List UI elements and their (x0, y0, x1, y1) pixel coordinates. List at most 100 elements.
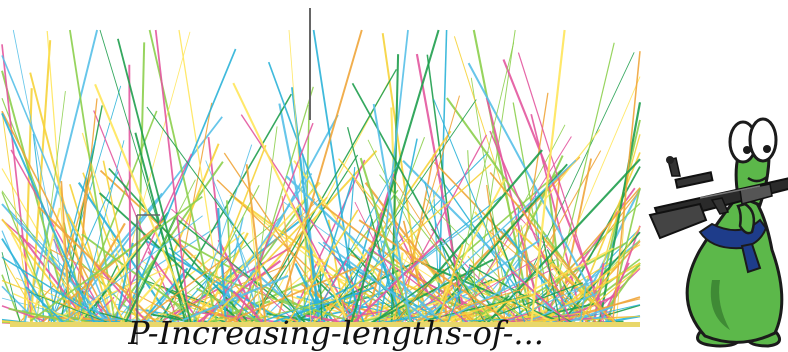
ray-line (81, 233, 199, 321)
ray-line (74, 243, 142, 327)
ray-line (67, 213, 126, 325)
ray-line (504, 150, 602, 321)
ray-line (375, 29, 409, 323)
ray-line (598, 262, 630, 325)
ray-line (488, 230, 599, 324)
ray-line (350, 237, 443, 327)
ray-line (279, 298, 365, 326)
ray-line (182, 274, 289, 322)
ray-line (288, 209, 359, 321)
ray-line (77, 140, 125, 324)
ray-line (205, 160, 272, 327)
ray-line (555, 296, 641, 324)
ray-line (510, 270, 571, 325)
ray-line (565, 306, 614, 324)
ray-line (35, 91, 66, 326)
ray-line (222, 266, 357, 325)
ray-line (206, 196, 328, 325)
ray-line (356, 253, 369, 327)
ray-line (598, 102, 642, 324)
ray-line (154, 29, 191, 324)
ray-line (143, 143, 220, 324)
figure-caption: P-Increasing-lengths-of-... (128, 314, 544, 352)
ray-line (504, 314, 577, 322)
ray-line (253, 198, 316, 322)
ray-line (117, 276, 163, 326)
ray-line (245, 164, 267, 326)
ray-line (274, 29, 363, 326)
ray-line (171, 208, 297, 323)
ray-line (485, 97, 543, 321)
ray-line (517, 52, 605, 324)
ray-line (428, 178, 506, 324)
ray-line (1, 256, 104, 322)
ray-line (156, 300, 190, 325)
ray-line (464, 247, 614, 326)
ray-line (207, 281, 227, 322)
ray-line (312, 29, 360, 327)
ray-line (467, 150, 478, 322)
ray-line (64, 116, 223, 322)
ray-line (319, 271, 323, 321)
ray-line (317, 130, 452, 324)
ray-line (227, 264, 287, 326)
ray-line (29, 195, 203, 322)
ray-line (612, 51, 641, 321)
ray-line (288, 29, 312, 325)
ray-line (138, 255, 228, 323)
ray-line (94, 83, 194, 322)
ray-line (202, 300, 271, 326)
ray-line (66, 319, 129, 323)
ray-line (390, 54, 400, 326)
ray-line (69, 29, 116, 322)
ray-line (511, 92, 549, 326)
ray-line (546, 42, 615, 326)
ray-line (485, 158, 641, 326)
ray-line (578, 226, 641, 324)
ray-line (147, 251, 203, 325)
ray-line (392, 176, 486, 322)
ray-line (455, 307, 495, 325)
ray-line (114, 242, 134, 323)
ray-line (310, 157, 402, 324)
ray-line (235, 122, 314, 325)
ray-line (257, 80, 390, 327)
ray-line (117, 38, 192, 324)
ray-line (424, 181, 464, 322)
ray-line (235, 300, 330, 325)
ray-line (420, 261, 558, 322)
ray-line (396, 293, 447, 324)
ray-line (579, 278, 588, 321)
ray-line (306, 173, 355, 327)
ray-line (489, 171, 617, 326)
ray-line (543, 177, 561, 326)
ray-line (429, 255, 542, 325)
ray-line (534, 262, 641, 326)
ray-line (108, 31, 191, 325)
ray-line (223, 152, 340, 325)
ray-line (502, 228, 575, 322)
ray-line (539, 263, 619, 326)
ray-line (606, 187, 641, 326)
ray-line (1, 203, 107, 322)
ray-line (146, 106, 305, 324)
ray-line (46, 30, 71, 324)
ray-line (49, 248, 194, 326)
ground-strip (10, 322, 640, 327)
ray-line (1, 230, 41, 323)
ray-line (1, 112, 97, 327)
ray-line (318, 201, 481, 327)
ray-line (404, 272, 470, 322)
ray-line (60, 181, 72, 326)
ray-line (373, 313, 420, 322)
ray-line (102, 160, 138, 324)
ray-line (84, 296, 115, 327)
ray-line (134, 132, 187, 325)
ray-line (540, 229, 561, 322)
ray-line (364, 268, 382, 321)
ray-line (232, 290, 266, 327)
cartoon-creature-carrying-rifle-icon (648, 117, 788, 348)
ray-line (294, 263, 327, 324)
ray-line (502, 59, 611, 326)
